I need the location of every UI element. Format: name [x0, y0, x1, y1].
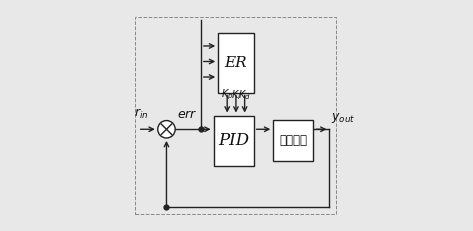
Text: $K_d$: $K_d$	[238, 88, 251, 102]
Text: 被控对象: 被控对象	[280, 134, 307, 147]
Bar	[135, 17, 336, 214]
Circle shape	[158, 121, 175, 138]
Text: $K_i$: $K_i$	[231, 88, 241, 102]
Bar	[273, 120, 314, 161]
Text: ER: ER	[225, 56, 247, 70]
Text: $y_{out}$: $y_{out}$	[331, 111, 355, 125]
Bar	[218, 33, 254, 93]
Text: PID: PID	[218, 132, 249, 149]
Text: $K_p$: $K_p$	[221, 87, 233, 102]
Bar	[213, 116, 254, 166]
Text: $err$: $err$	[177, 108, 198, 121]
Text: $r_{in}$: $r_{in}$	[134, 107, 149, 121]
